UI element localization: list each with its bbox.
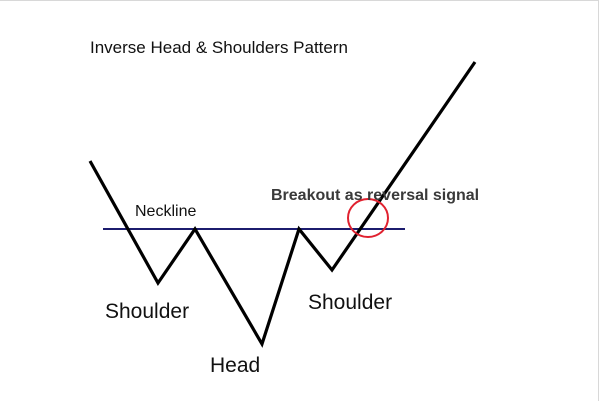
- breakout-label: Breakout as reversal signal: [271, 187, 479, 204]
- breakout-circle: [347, 198, 389, 238]
- diagram-title: Inverse Head & Shoulders Pattern: [90, 38, 348, 57]
- price-path: [88, 61, 477, 348]
- left-shoulder-label: Shoulder: [105, 300, 189, 323]
- neckline-label: Neckline: [135, 203, 196, 220]
- head-label: Head: [210, 354, 260, 377]
- right-shoulder-label: Shoulder: [308, 291, 392, 314]
